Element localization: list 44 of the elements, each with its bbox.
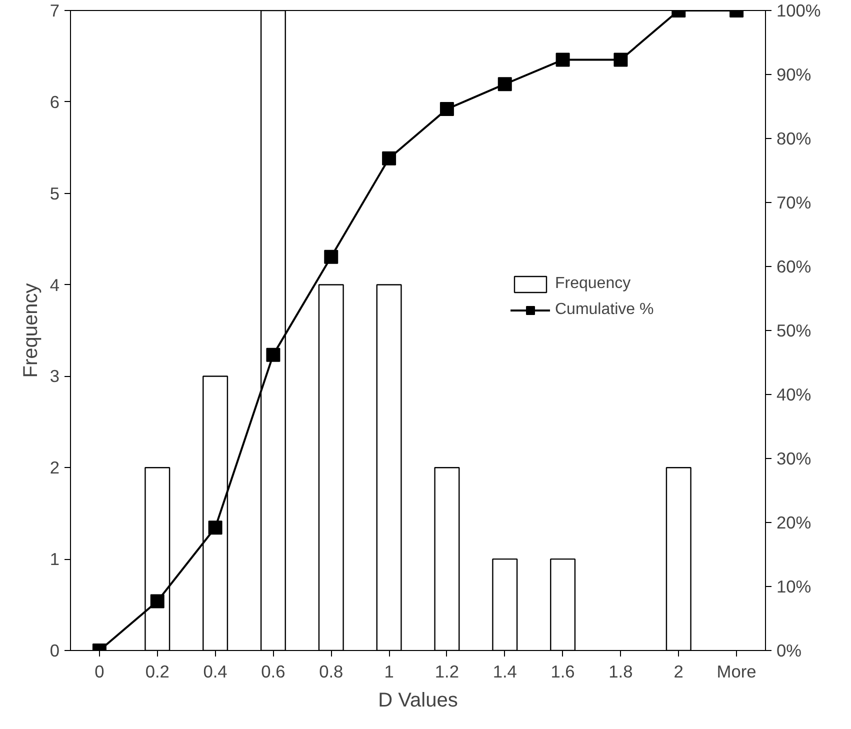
- x-tick-label: 0.2: [145, 662, 170, 682]
- y-tick-label: 6: [50, 92, 60, 112]
- y2-tick-label: 70%: [776, 192, 812, 212]
- y2-tick-label: 40%: [776, 384, 812, 404]
- point: [150, 594, 164, 608]
- x-tick-label: 1.8: [608, 662, 633, 682]
- y2-tick-label: 30%: [776, 448, 812, 468]
- y-axis-title: Frequency: [20, 283, 42, 378]
- x-tick-label: More: [716, 662, 756, 682]
- x-tick-label: 1.4: [492, 662, 518, 682]
- y-tick-label: 3: [50, 366, 60, 386]
- y2-tick-label: 50%: [776, 320, 812, 340]
- y2-tick-label: 90%: [776, 64, 812, 84]
- x-tick-label: 1: [384, 662, 394, 682]
- legend-label: Frequency: [555, 275, 631, 293]
- y2-tick-label: 60%: [776, 256, 812, 276]
- y-tick-label: 4: [50, 274, 60, 295]
- y-tick-label: 0: [50, 640, 60, 660]
- x-axis-title: D Values: [378, 690, 458, 712]
- y-tick-label: 7: [50, 0, 60, 20]
- point: [208, 520, 222, 535]
- x-tick-label: 1.2: [434, 662, 460, 682]
- point: [382, 151, 396, 166]
- x-tick-label: 2: [674, 662, 684, 682]
- x-tick-label: 0.4: [203, 662, 228, 682]
- x-tick-label: 1.6: [550, 662, 575, 682]
- y2-tick-label: 100%: [776, 0, 821, 20]
- legend-label: Cumulative %: [555, 301, 654, 319]
- point: [614, 52, 628, 67]
- x-tick-label: 0.6: [261, 662, 286, 682]
- point: [324, 250, 338, 264]
- y2-tick-label: 20%: [776, 512, 812, 532]
- point: [498, 77, 512, 92]
- y2-tick-label: 80%: [776, 128, 812, 148]
- y-tick-label: 2: [50, 458, 60, 478]
- y-tick-label: 1: [50, 549, 60, 570]
- point: [440, 102, 454, 116]
- y-tick-label: 5: [50, 183, 60, 204]
- y2-tick-label: 10%: [776, 576, 812, 596]
- x-tick-label: 0.8: [319, 662, 344, 682]
- x-tick-label: 0: [94, 662, 104, 682]
- point: [266, 348, 280, 362]
- point: [556, 52, 570, 67]
- y2-tick-label: 0%: [776, 640, 802, 660]
